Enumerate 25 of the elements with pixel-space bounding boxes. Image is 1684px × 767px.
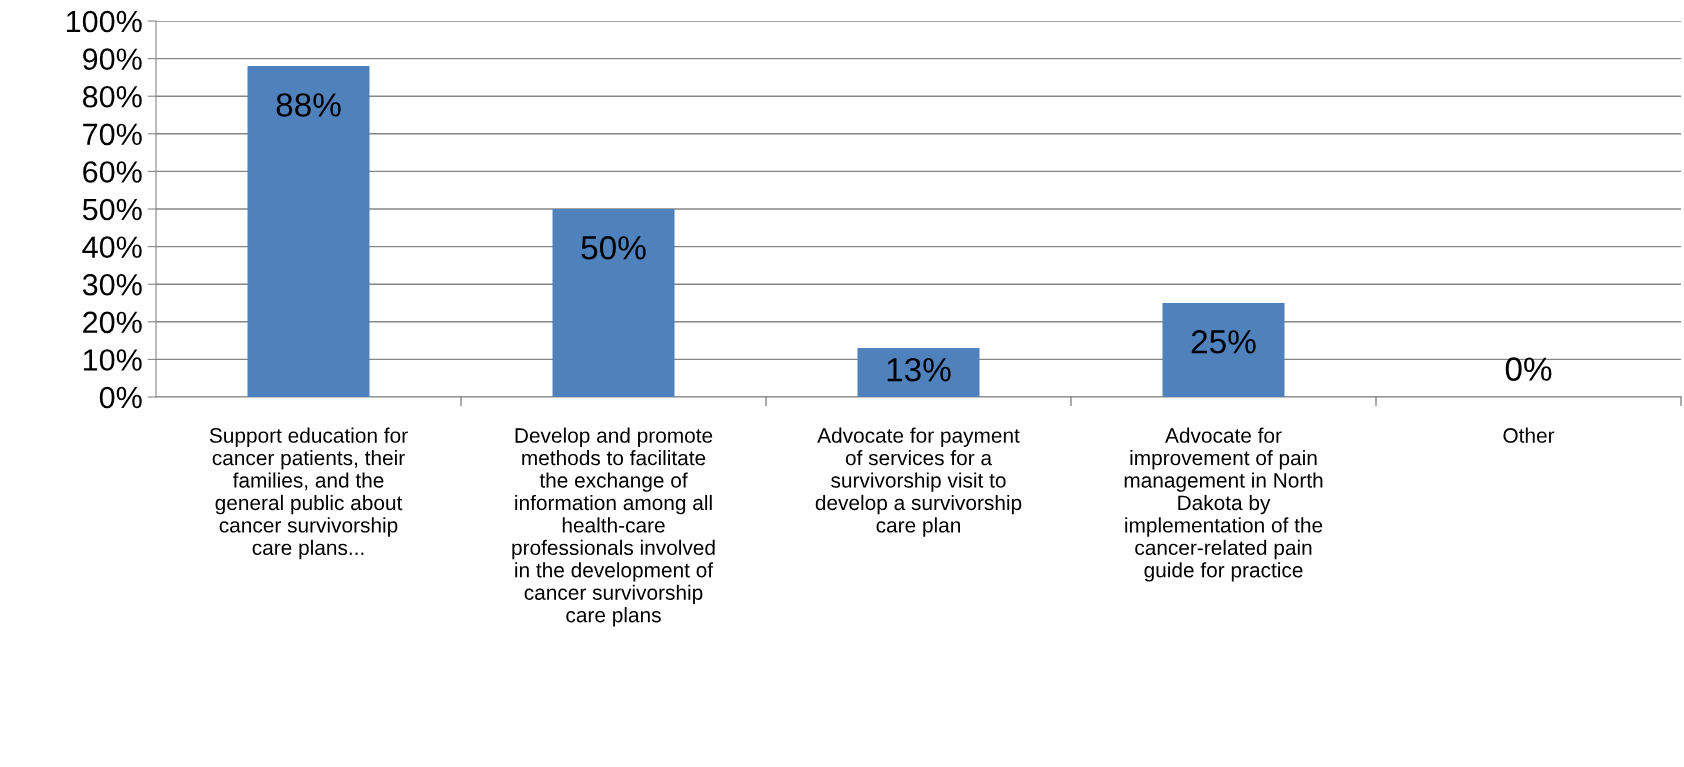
- data-label: 0%: [1505, 357, 1552, 381]
- y-tick-label: 50%: [82, 198, 142, 221]
- data-label: 50%: [581, 236, 646, 260]
- y-tick-label: 60%: [83, 161, 142, 183]
- y-tick-label: 70%: [83, 123, 142, 146]
- y-tick-label: 0%: [99, 386, 142, 409]
- x-tick-label: Advocate for improvement of pain management in North Dakota by implementation of the cancer-related pain guide for practice: [1124, 427, 1323, 582]
- bar: [552, 209, 675, 397]
- y-tick-label: 10%: [83, 349, 142, 371]
- y-tick-label: 90%: [83, 48, 142, 70]
- x-tick-label: Advocate for payment of services for a survivorship visit to develop a survivorship care plan: [815, 427, 1022, 537]
- bar: [857, 348, 980, 397]
- data-label: 25%: [1191, 330, 1256, 354]
- data-label: 88%: [276, 93, 341, 117]
- y-tick-label: 80%: [82, 85, 142, 108]
- data-label: 13%: [887, 357, 951, 382]
- y-tick-label: 20%: [83, 311, 142, 334]
- x-tick-label: Other: [1503, 427, 1555, 443]
- bar: [247, 66, 370, 397]
- y-tick-label: 100%: [66, 10, 142, 33]
- bar: [1162, 303, 1285, 397]
- y-tick-label: 40%: [82, 236, 142, 258]
- x-tick-label: Support education for cancer patients, their families, and the general public about cancer survivorship care plans...: [209, 427, 408, 560]
- y-tick-label: 30%: [82, 273, 142, 296]
- category-label: Develop and promote methods to facilitate the exchange of information among all health-care professionals involved in the development of cancer survivorship care plans: [512, 427, 715, 627]
